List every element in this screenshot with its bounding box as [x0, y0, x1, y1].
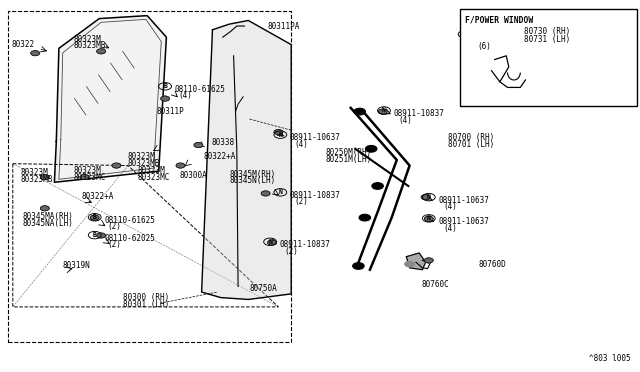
Polygon shape — [202, 20, 291, 299]
Text: 08110-62025: 08110-62025 — [104, 234, 155, 243]
Text: (6): (6) — [477, 42, 492, 51]
Text: F/POWER WINDOW: F/POWER WINDOW — [465, 16, 533, 25]
Text: (4): (4) — [443, 224, 457, 232]
Text: (2): (2) — [108, 222, 122, 231]
Text: 80760C: 80760C — [421, 280, 449, 289]
Circle shape — [421, 195, 430, 200]
Text: 80750A: 80750A — [250, 284, 277, 293]
Text: 80250M(RH): 80250M(RH) — [325, 148, 371, 157]
Text: B: B — [163, 83, 167, 89]
Circle shape — [424, 258, 433, 263]
Text: 80251M(LH): 80251M(LH) — [325, 155, 371, 164]
Circle shape — [357, 110, 362, 113]
Circle shape — [261, 191, 270, 196]
Circle shape — [365, 145, 377, 152]
Bar — [8, 11, 291, 342]
Circle shape — [372, 183, 383, 189]
Circle shape — [176, 163, 185, 168]
Circle shape — [40, 174, 49, 180]
Circle shape — [354, 108, 365, 115]
Circle shape — [369, 147, 374, 150]
Text: 80323M: 80323M — [74, 35, 101, 44]
Polygon shape — [406, 253, 426, 270]
Text: 80301 (LH): 80301 (LH) — [123, 300, 169, 309]
Text: N: N — [268, 239, 272, 245]
Text: 08110-61625: 08110-61625 — [175, 85, 225, 94]
Text: N: N — [427, 194, 431, 200]
Text: 80300A: 80300A — [179, 171, 207, 180]
Circle shape — [375, 185, 380, 187]
Text: 80345NA(LH): 80345NA(LH) — [22, 219, 73, 228]
Text: 08310-61262: 08310-61262 — [474, 33, 525, 42]
Circle shape — [40, 206, 49, 211]
Text: 08110-61625: 08110-61625 — [104, 216, 155, 225]
Text: 80730 (RH): 80730 (RH) — [524, 27, 570, 36]
Text: 80345M(RH): 80345M(RH) — [229, 170, 275, 179]
Circle shape — [378, 109, 387, 114]
Text: 80323MB: 80323MB — [20, 175, 53, 184]
Circle shape — [362, 216, 367, 219]
Text: (4): (4) — [294, 140, 308, 149]
Text: 80322+A: 80322+A — [204, 153, 236, 161]
Text: 80323MC: 80323MC — [138, 173, 170, 182]
Text: 80323MB: 80323MB — [74, 41, 106, 50]
Circle shape — [194, 142, 203, 148]
Circle shape — [97, 49, 106, 54]
Text: 80319N: 80319N — [63, 262, 90, 270]
Bar — [460, 9, 637, 106]
Text: 80700 (RH): 80700 (RH) — [448, 133, 494, 142]
Text: ^803 l005: ^803 l005 — [589, 354, 630, 363]
Text: 80701 (LH): 80701 (LH) — [448, 140, 494, 149]
Text: (2): (2) — [285, 247, 299, 256]
Text: B: B — [93, 214, 97, 220]
Circle shape — [359, 214, 371, 221]
Text: S: S — [463, 31, 467, 37]
Text: (4): (4) — [443, 202, 457, 211]
Text: (2): (2) — [108, 240, 122, 249]
Text: 80311PA: 80311PA — [268, 22, 300, 31]
Text: 08911-10637: 08911-10637 — [438, 196, 489, 205]
Text: 80323M: 80323M — [74, 166, 101, 175]
Polygon shape — [54, 16, 166, 182]
Text: 80345MA(RH): 80345MA(RH) — [22, 212, 73, 221]
Text: 80300 (RH): 80300 (RH) — [123, 293, 169, 302]
Text: N: N — [278, 132, 282, 138]
Text: (4): (4) — [178, 92, 192, 100]
Text: 80323MC: 80323MC — [74, 173, 106, 182]
Text: (2): (2) — [294, 198, 308, 206]
Circle shape — [268, 240, 276, 245]
Text: B: B — [93, 232, 97, 238]
Text: (4): (4) — [398, 116, 412, 125]
Text: N: N — [427, 215, 431, 221]
Text: 08911-10837: 08911-10837 — [280, 240, 330, 249]
Text: 80338: 80338 — [211, 138, 234, 147]
Text: 80323MB: 80323MB — [128, 159, 161, 168]
Text: 80323M: 80323M — [138, 166, 165, 175]
Text: 80311P: 80311P — [157, 107, 184, 116]
Text: 08911-10837: 08911-10837 — [290, 191, 340, 200]
Text: 80323M: 80323M — [20, 169, 48, 177]
Circle shape — [97, 233, 106, 238]
Circle shape — [31, 51, 40, 56]
Text: 80322+A: 80322+A — [82, 192, 115, 201]
Text: 08911-10637: 08911-10637 — [438, 217, 489, 226]
Circle shape — [353, 263, 364, 269]
Circle shape — [90, 215, 99, 220]
Text: 80760D: 80760D — [479, 260, 506, 269]
Circle shape — [161, 96, 170, 101]
Text: 80345N(LH): 80345N(LH) — [229, 176, 275, 185]
Circle shape — [404, 261, 415, 267]
Text: N: N — [382, 108, 386, 113]
Text: N: N — [278, 189, 282, 195]
Circle shape — [112, 163, 121, 168]
Text: 80323M: 80323M — [128, 153, 156, 161]
Circle shape — [424, 216, 433, 221]
Circle shape — [80, 174, 89, 180]
Circle shape — [356, 264, 361, 267]
Text: 80322: 80322 — [12, 40, 35, 49]
Text: 08911-10637: 08911-10637 — [290, 133, 340, 142]
Circle shape — [274, 129, 283, 135]
Text: 80731 (LH): 80731 (LH) — [524, 35, 570, 44]
Text: 08911-10837: 08911-10837 — [394, 109, 444, 118]
